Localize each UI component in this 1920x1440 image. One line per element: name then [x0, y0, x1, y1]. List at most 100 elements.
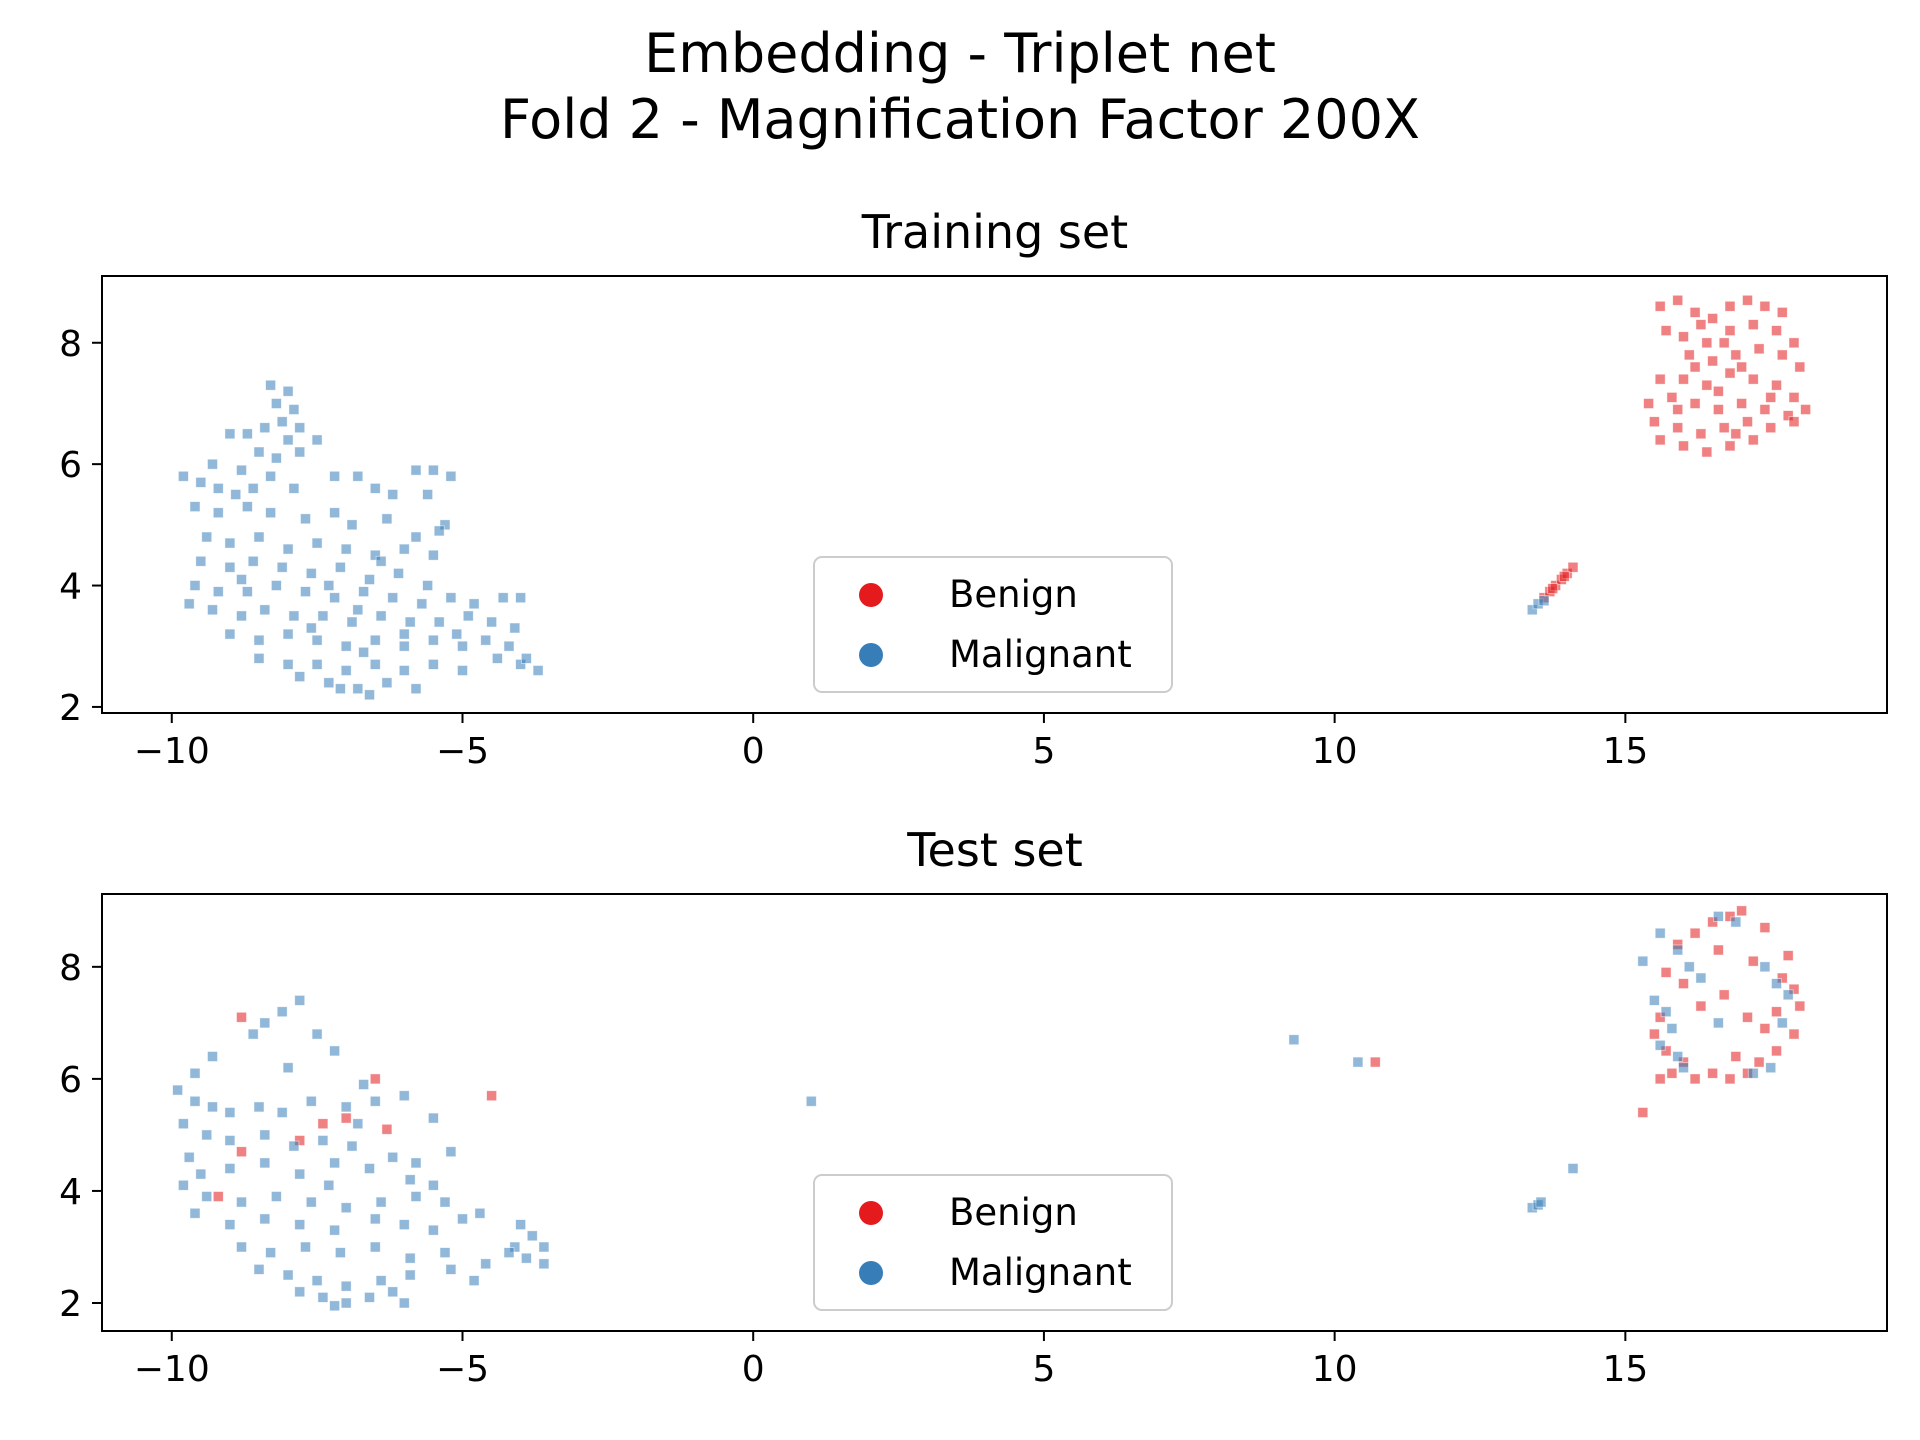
test-set-points: [172, 905, 1806, 1312]
test-set-point-benign: [1695, 1000, 1707, 1012]
test-set-point-benign: [1654, 1073, 1666, 1085]
test-set-point-malignant: [317, 1135, 329, 1146]
training-set-point-malignant: [416, 598, 428, 610]
training-set-point-malignant: [375, 555, 387, 567]
test-set-point-malignant: [311, 1275, 323, 1286]
training-set-point-benign: [1765, 422, 1777, 434]
test-set-point-benign: [1753, 1056, 1765, 1068]
training-set-point-benign: [1678, 331, 1689, 343]
training-set-point-malignant: [427, 659, 439, 670]
training-set-point-malignant: [276, 416, 288, 428]
training-set-point-malignant: [224, 561, 236, 573]
test-set-point-malignant: [294, 1219, 306, 1230]
test-set-point-benign: [1666, 1067, 1678, 1079]
test-set-point-malignant: [480, 1258, 492, 1270]
test-set-point-malignant: [1672, 1051, 1684, 1062]
test-set-point-malignant: [1730, 916, 1742, 928]
training-set-point-benign: [1713, 385, 1724, 397]
x-tick-label: 15: [1602, 731, 1648, 772]
training-set-point-malignant: [439, 519, 451, 531]
training-set-point-benign: [1736, 398, 1747, 409]
training-set-point-malignant: [282, 543, 294, 555]
test-set-point-malignant: [189, 1067, 201, 1079]
test-set-point-malignant: [323, 1179, 335, 1191]
test-set-point-malignant: [1782, 989, 1794, 1001]
training-set-point-malignant: [236, 464, 247, 476]
training-set-point-malignant: [288, 610, 300, 622]
test-set-point-malignant: [369, 1213, 381, 1225]
training-set-point-benign: [1724, 440, 1736, 452]
test-set-point-malignant: [474, 1207, 486, 1219]
test-set-point-malignant: [276, 1107, 288, 1118]
training-set-y-axis: 2 4 6 8: [59, 324, 102, 729]
test-set-point-malignant: [259, 1129, 271, 1141]
test-set-point-malignant: [172, 1084, 184, 1096]
test-set-point-malignant: [189, 1095, 201, 1107]
training-set-point-malignant: [294, 422, 306, 434]
training-set-point-malignant: [387, 592, 399, 604]
test-set-point-benign: [1689, 927, 1701, 939]
training-set-title: Training set: [861, 205, 1128, 259]
training-set-point-malignant: [521, 653, 532, 664]
test-set-point-malignant: [329, 1045, 341, 1057]
training-set-point-malignant: [491, 653, 503, 664]
legend-frame: [813, 1174, 1173, 1311]
training-set-point-malignant: [270, 580, 282, 591]
training-set-point-malignant: [317, 610, 329, 622]
training-set-x-axis: −10 −5 0 5 10 15: [134, 713, 1648, 772]
training-set-point-malignant: [334, 683, 346, 695]
training-set-point-malignant: [433, 525, 445, 537]
test-set-point-benign: [1369, 1056, 1381, 1068]
training-set-point-malignant: [369, 659, 381, 670]
training-set-point-malignant: [282, 434, 294, 446]
test-set-point-malignant: [1683, 961, 1695, 973]
training-set-point-benign: [1788, 391, 1800, 403]
test-set-point-malignant: [207, 1101, 218, 1113]
legend-label-benign: Benign: [949, 1191, 1078, 1234]
legend-frame: [813, 556, 1173, 693]
training-set-point-malignant: [334, 561, 346, 573]
training-set-point-benign: [1689, 361, 1701, 373]
test-set-point-malignant: [375, 1275, 387, 1286]
test-set-point-malignant: [1660, 1006, 1672, 1018]
test-set-point-malignant: [398, 1090, 410, 1102]
training-set-point-malignant: [358, 586, 370, 597]
x-tick-label: −5: [436, 1349, 489, 1390]
training-set-point-benign: [1776, 306, 1788, 318]
test-set-point-malignant: [201, 1191, 213, 1202]
test-set-point-malignant: [247, 1028, 259, 1040]
x-tick-label: −10: [134, 1349, 210, 1390]
training-set-point-malignant: [195, 555, 207, 567]
test-set-point-malignant: [358, 1079, 370, 1090]
training-set-point-benign: [1689, 398, 1701, 409]
x-tick-label: 15: [1602, 1349, 1648, 1390]
training-set-point-malignant: [445, 592, 457, 604]
test-set-point-malignant: [1695, 972, 1707, 984]
training-set-point-benign: [1747, 319, 1759, 331]
test-set-point-benign: [1730, 1051, 1742, 1062]
training-set-point-malignant: [369, 634, 381, 646]
training-set-point-malignant: [398, 665, 410, 676]
training-set-point-benign: [1788, 337, 1800, 349]
test-set-point-malignant: [509, 1241, 521, 1253]
test-set-point-benign: [1759, 922, 1771, 933]
test-set-point-malignant: [282, 1062, 294, 1074]
training-set-point-malignant: [241, 428, 253, 440]
figure-title-line-2: Fold 2 - Magnification Factor 200X: [500, 88, 1420, 151]
training-set-point-benign: [1689, 306, 1701, 318]
training-set-point-malignant: [387, 489, 399, 500]
training-set-point-malignant: [212, 482, 224, 494]
training-set-point-malignant: [340, 640, 352, 652]
test-set-point-benign: [1707, 1067, 1718, 1079]
test-set-point-malignant: [805, 1095, 817, 1107]
test-set-point-malignant: [1666, 1023, 1678, 1034]
test-set-point-malignant: [457, 1213, 468, 1225]
training-set-point-malignant: [253, 446, 265, 458]
training-set-point-malignant: [398, 543, 410, 555]
training-set-point-benign: [1718, 422, 1730, 434]
training-set-point-malignant: [329, 592, 341, 604]
training-set-point-malignant: [207, 458, 218, 470]
training-set-point-malignant: [236, 610, 247, 622]
training-set-point-benign: [1672, 404, 1684, 415]
